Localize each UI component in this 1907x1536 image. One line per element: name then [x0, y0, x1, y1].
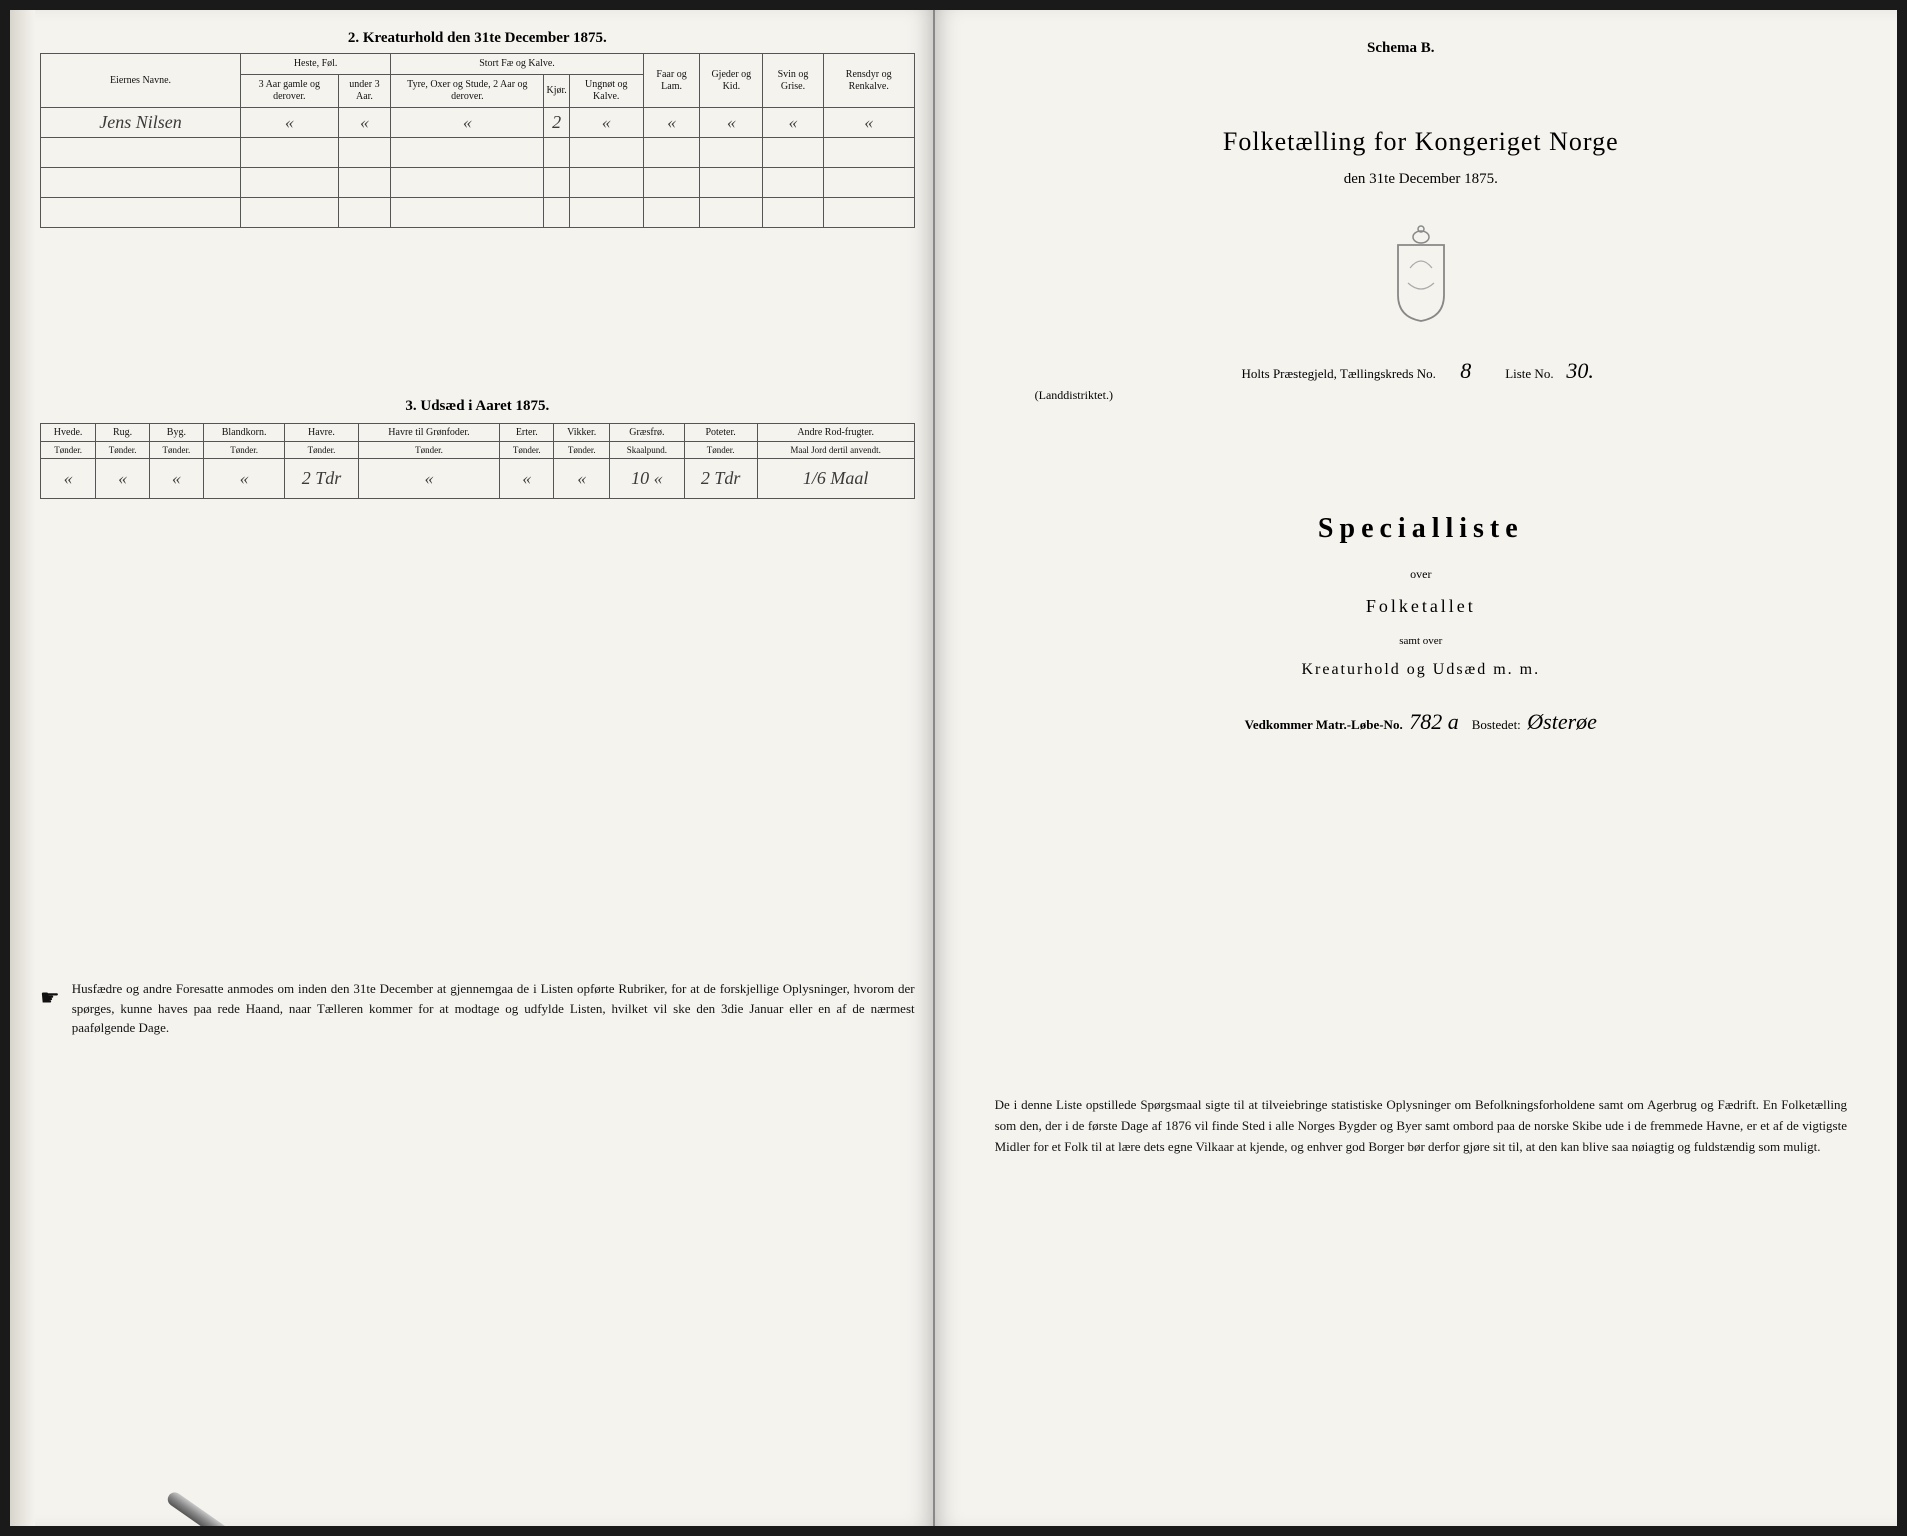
cell: «	[569, 108, 643, 138]
seed-table: Hvede.Rug.Byg.Blandkorn.Havre.Havre til …	[40, 423, 915, 499]
cell: «	[241, 108, 339, 138]
th-stort-c: Ungnøt og Kalve.	[569, 75, 643, 108]
th-eier: Eiernes Navne.	[41, 54, 241, 108]
seed-cell: «	[358, 459, 500, 499]
census-title: Folketælling for Kongeriget Norge	[985, 127, 1857, 157]
seed-cell: «	[554, 459, 610, 499]
seed-col-sub: Tønder.	[554, 442, 610, 459]
th-heste: Heste, Føl.	[241, 54, 391, 75]
district-label: Præstegjeld, Tællingskreds No.	[1273, 366, 1436, 381]
over-label: over	[985, 567, 1857, 582]
seed-col-head: Havre til Grønfoder.	[358, 424, 500, 442]
vedkommer-label: Vedkommer Matr.-Løbe-No.	[1245, 717, 1403, 732]
owner-name: Jens Nilsen	[41, 108, 241, 138]
census-date: den 31te December 1875.	[985, 171, 1857, 188]
right-footnote: De i denne Liste opstillede Spørgsmaal s…	[985, 1095, 1857, 1157]
table-row	[41, 168, 915, 198]
table-row	[41, 138, 915, 168]
seed-col-sub: Tønder.	[285, 442, 358, 459]
cell: «	[643, 108, 700, 138]
district-line: Holts Præstegjeld, Tællingskreds No. 8 L…	[985, 358, 1857, 384]
seed-col-sub: Maal Jord dertil anvendt.	[757, 442, 914, 459]
seed-col-head: Blandkorn.	[203, 424, 285, 442]
livestock-table: Eiernes Navne. Heste, Føl. Stort Fæ og K…	[40, 53, 915, 228]
coat-of-arms-icon	[985, 223, 1857, 328]
th-faar: Faar og Lam.	[643, 54, 700, 108]
seed-cell: «	[96, 459, 150, 499]
table-row	[41, 198, 915, 228]
seed-col-sub: Tønder.	[500, 442, 554, 459]
seed-col-sub: Tønder.	[96, 442, 150, 459]
left-footnote: ☛ Husfædre og andre Foresatte anmodes om…	[40, 979, 915, 1038]
seed-col-sub: Skaalpund.	[610, 442, 684, 459]
kreaturhold-label: Kreaturhold og Udsæd m. m.	[985, 661, 1857, 679]
seed-cell: 2 Tdr	[285, 459, 358, 499]
seed-col-head: Poteter.	[684, 424, 757, 442]
liste-label: Liste No.	[1505, 366, 1553, 381]
seed-col-head: Rug.	[96, 424, 150, 442]
right-page: Schema B. Folketælling for Kongeriget No…	[935, 10, 1897, 1526]
kreds-no: 8	[1446, 358, 1486, 384]
seed-data-row: ««««2 Tdr«««10 «2 Tdr1/6 Maal	[41, 459, 915, 499]
seed-col-sub: Tønder.	[358, 442, 500, 459]
th-stort-a: Tyre, Oxer og Stude, 2 Aar og derover.	[391, 75, 544, 108]
cell: «	[823, 108, 914, 138]
seed-cell: «	[500, 459, 554, 499]
seed-col-head: Græsfrø.	[610, 424, 684, 442]
cell: 2	[544, 108, 569, 138]
th-gjeder: Gjeder og Kid.	[700, 54, 763, 108]
vedkommer-line: Vedkommer Matr.-Løbe-No. 782 a Bostedet:…	[985, 709, 1857, 735]
liste-no: 30.	[1560, 358, 1600, 384]
seed-col-head: Andre Rod-frugter.	[757, 424, 914, 442]
cell: «	[763, 108, 824, 138]
pen-object	[160, 1496, 280, 1526]
land-district: (Landdistriktet.)	[1035, 388, 1857, 403]
district-prefix: Holts	[1242, 366, 1270, 381]
folketallet-label: Folketallet	[985, 596, 1857, 617]
bostedet-value: Østerøe	[1527, 709, 1597, 734]
seed-col-sub: Tønder.	[684, 442, 757, 459]
seed-header-row: Hvede.Rug.Byg.Blandkorn.Havre.Havre til …	[41, 424, 915, 442]
seed-cell: «	[41, 459, 96, 499]
seed-cell: 10 «	[610, 459, 684, 499]
samt-label: samt over	[985, 635, 1857, 647]
cell: «	[700, 108, 763, 138]
seed-cell: «	[149, 459, 203, 499]
th-heste-a: 3 Aar gamle og derover.	[241, 75, 339, 108]
th-stort: Stort Fæ og Kalve.	[391, 54, 643, 75]
seed-col-head: Byg.	[149, 424, 203, 442]
seed-cell: 1/6 Maal	[757, 459, 914, 499]
footnote-text: Husfædre og andre Foresatte anmodes om i…	[72, 979, 915, 1038]
schema-label: Schema B.	[945, 40, 1857, 57]
bostedet-label: Bostedet:	[1472, 717, 1521, 732]
th-stort-b: Kjør.	[544, 75, 569, 108]
specialliste-title: Specialliste	[985, 513, 1857, 545]
pointing-hand-icon: ☛	[40, 979, 60, 1038]
seed-col-sub: Tønder.	[41, 442, 96, 459]
seed-cell: 2 Tdr	[684, 459, 757, 499]
seed-col-head: Vikker.	[554, 424, 610, 442]
seed-col-head: Hvede.	[41, 424, 96, 442]
cell: «	[338, 108, 391, 138]
seed-col-sub: Tønder.	[203, 442, 285, 459]
seed-col-head: Erter.	[500, 424, 554, 442]
book-spread: 2. Kreaturhold den 31te December 1875. E…	[10, 10, 1897, 1526]
gap	[40, 228, 915, 398]
th-rens: Rensdyr og Renkalve.	[823, 54, 914, 108]
seed-sub-row: Tønder.Tønder.Tønder.Tønder.Tønder.Tønde…	[41, 442, 915, 459]
section3-title: 3. Udsæd i Aaret 1875.	[40, 398, 915, 415]
th-heste-b: under 3 Aar.	[338, 75, 391, 108]
seed-col-head: Havre.	[285, 424, 358, 442]
table-row: Jens Nilsen « « « 2 « « « « «	[41, 108, 915, 138]
left-page: 2. Kreaturhold den 31te December 1875. E…	[10, 10, 935, 1526]
section2-title: 2. Kreaturhold den 31te December 1875.	[40, 30, 915, 47]
seed-col-sub: Tønder.	[149, 442, 203, 459]
matr-no: 782 a	[1409, 709, 1459, 734]
seed-cell: «	[203, 459, 285, 499]
binding-shadow	[10, 10, 35, 1526]
th-svin: Svin og Grise.	[763, 54, 824, 108]
cell: «	[391, 108, 544, 138]
